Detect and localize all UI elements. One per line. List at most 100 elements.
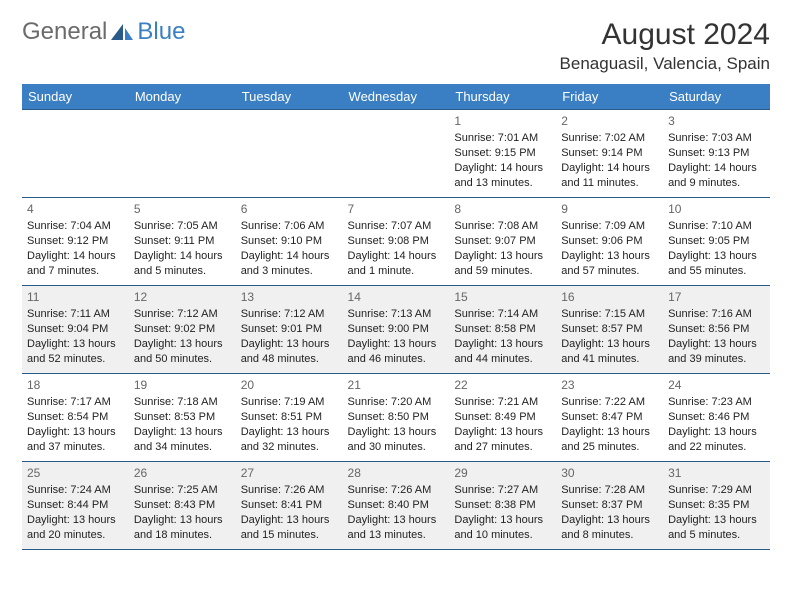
calendar-cell: [343, 110, 450, 198]
daylight-line: Daylight: 14 hours and 9 minutes.: [668, 161, 765, 191]
sunset-line: Sunset: 8:40 PM: [348, 498, 445, 513]
calendar-cell: 7Sunrise: 7:07 AMSunset: 9:08 PMDaylight…: [343, 198, 450, 286]
logo-text-general: General: [22, 18, 107, 46]
header: General Blue August 2024 Benaguasil, Val…: [22, 18, 770, 74]
sunrise-line: Sunrise: 7:06 AM: [241, 219, 338, 234]
calendar-cell: 21Sunrise: 7:20 AMSunset: 8:50 PMDayligh…: [343, 374, 450, 462]
sunset-line: Sunset: 8:46 PM: [668, 410, 765, 425]
day-number: 17: [668, 289, 765, 305]
daylight-line: Daylight: 13 hours and 48 minutes.: [241, 337, 338, 367]
daylight-line: Daylight: 13 hours and 25 minutes.: [561, 425, 658, 455]
daylight-line: Daylight: 13 hours and 39 minutes.: [668, 337, 765, 367]
calendar-head: SundayMondayTuesdayWednesdayThursdayFrid…: [22, 84, 770, 110]
day-number: 13: [241, 289, 338, 305]
sunrise-line: Sunrise: 7:07 AM: [348, 219, 445, 234]
sunrise-line: Sunrise: 7:11 AM: [27, 307, 124, 322]
sunset-line: Sunset: 9:02 PM: [134, 322, 231, 337]
daylight-line: Daylight: 13 hours and 57 minutes.: [561, 249, 658, 279]
sunset-line: Sunset: 9:01 PM: [241, 322, 338, 337]
sunrise-line: Sunrise: 7:03 AM: [668, 131, 765, 146]
weekday-header: Thursday: [449, 84, 556, 110]
daylight-line: Daylight: 14 hours and 7 minutes.: [27, 249, 124, 279]
daylight-line: Daylight: 13 hours and 15 minutes.: [241, 513, 338, 543]
calendar-cell: 24Sunrise: 7:23 AMSunset: 8:46 PMDayligh…: [663, 374, 770, 462]
day-number: 29: [454, 465, 551, 481]
sunrise-line: Sunrise: 7:12 AM: [241, 307, 338, 322]
daylight-line: Daylight: 13 hours and 34 minutes.: [134, 425, 231, 455]
sunrise-line: Sunrise: 7:27 AM: [454, 483, 551, 498]
sunset-line: Sunset: 8:38 PM: [454, 498, 551, 513]
calendar-cell: [236, 110, 343, 198]
day-number: 11: [27, 289, 124, 305]
weekday-header: Friday: [556, 84, 663, 110]
sunset-line: Sunset: 8:35 PM: [668, 498, 765, 513]
calendar-cell: 5Sunrise: 7:05 AMSunset: 9:11 PMDaylight…: [129, 198, 236, 286]
daylight-line: Daylight: 13 hours and 27 minutes.: [454, 425, 551, 455]
daylight-line: Daylight: 13 hours and 50 minutes.: [134, 337, 231, 367]
sunrise-line: Sunrise: 7:18 AM: [134, 395, 231, 410]
sunrise-line: Sunrise: 7:25 AM: [134, 483, 231, 498]
day-number: 21: [348, 377, 445, 393]
calendar-cell: 3Sunrise: 7:03 AMSunset: 9:13 PMDaylight…: [663, 110, 770, 198]
sunset-line: Sunset: 8:47 PM: [561, 410, 658, 425]
calendar-cell: 27Sunrise: 7:26 AMSunset: 8:41 PMDayligh…: [236, 462, 343, 550]
daylight-line: Daylight: 13 hours and 32 minutes.: [241, 425, 338, 455]
calendar-cell: 1Sunrise: 7:01 AMSunset: 9:15 PMDaylight…: [449, 110, 556, 198]
day-number: 7: [348, 201, 445, 217]
day-number: 5: [134, 201, 231, 217]
day-number: 4: [27, 201, 124, 217]
sunrise-line: Sunrise: 7:19 AM: [241, 395, 338, 410]
calendar-cell: 16Sunrise: 7:15 AMSunset: 8:57 PMDayligh…: [556, 286, 663, 374]
calendar-cell: 25Sunrise: 7:24 AMSunset: 8:44 PMDayligh…: [22, 462, 129, 550]
sunrise-line: Sunrise: 7:16 AM: [668, 307, 765, 322]
day-number: 15: [454, 289, 551, 305]
sunrise-line: Sunrise: 7:08 AM: [454, 219, 551, 234]
sunset-line: Sunset: 8:41 PM: [241, 498, 338, 513]
day-number: 30: [561, 465, 658, 481]
weekday-header: Sunday: [22, 84, 129, 110]
calendar-cell: 30Sunrise: 7:28 AMSunset: 8:37 PMDayligh…: [556, 462, 663, 550]
sunrise-line: Sunrise: 7:13 AM: [348, 307, 445, 322]
calendar-row: 1Sunrise: 7:01 AMSunset: 9:15 PMDaylight…: [22, 110, 770, 198]
calendar-row: 25Sunrise: 7:24 AMSunset: 8:44 PMDayligh…: [22, 462, 770, 550]
sunset-line: Sunset: 8:44 PM: [27, 498, 124, 513]
day-number: 26: [134, 465, 231, 481]
calendar-cell: 11Sunrise: 7:11 AMSunset: 9:04 PMDayligh…: [22, 286, 129, 374]
sunset-line: Sunset: 8:51 PM: [241, 410, 338, 425]
day-number: 25: [27, 465, 124, 481]
logo: General Blue: [22, 18, 185, 46]
sunset-line: Sunset: 9:08 PM: [348, 234, 445, 249]
calendar-cell: 4Sunrise: 7:04 AMSunset: 9:12 PMDaylight…: [22, 198, 129, 286]
sunset-line: Sunset: 8:37 PM: [561, 498, 658, 513]
calendar-cell: 22Sunrise: 7:21 AMSunset: 8:49 PMDayligh…: [449, 374, 556, 462]
sunrise-line: Sunrise: 7:29 AM: [668, 483, 765, 498]
sunrise-line: Sunrise: 7:17 AM: [27, 395, 124, 410]
calendar-cell: [22, 110, 129, 198]
day-number: 20: [241, 377, 338, 393]
daylight-line: Daylight: 13 hours and 5 minutes.: [668, 513, 765, 543]
sunrise-line: Sunrise: 7:02 AM: [561, 131, 658, 146]
day-number: 16: [561, 289, 658, 305]
day-number: 19: [134, 377, 231, 393]
day-number: 28: [348, 465, 445, 481]
sunset-line: Sunset: 8:49 PM: [454, 410, 551, 425]
daylight-line: Daylight: 13 hours and 30 minutes.: [348, 425, 445, 455]
sunset-line: Sunset: 8:50 PM: [348, 410, 445, 425]
sunrise-line: Sunrise: 7:21 AM: [454, 395, 551, 410]
daylight-line: Daylight: 13 hours and 20 minutes.: [27, 513, 124, 543]
daylight-line: Daylight: 13 hours and 41 minutes.: [561, 337, 658, 367]
sunset-line: Sunset: 9:06 PM: [561, 234, 658, 249]
title-block: August 2024 Benaguasil, Valencia, Spain: [560, 18, 770, 74]
calendar-cell: 29Sunrise: 7:27 AMSunset: 8:38 PMDayligh…: [449, 462, 556, 550]
sunset-line: Sunset: 8:53 PM: [134, 410, 231, 425]
day-number: 24: [668, 377, 765, 393]
daylight-line: Daylight: 14 hours and 3 minutes.: [241, 249, 338, 279]
weekday-header: Wednesday: [343, 84, 450, 110]
location: Benaguasil, Valencia, Spain: [560, 54, 770, 74]
calendar-cell: 9Sunrise: 7:09 AMSunset: 9:06 PMDaylight…: [556, 198, 663, 286]
daylight-line: Daylight: 14 hours and 5 minutes.: [134, 249, 231, 279]
calendar-cell: 10Sunrise: 7:10 AMSunset: 9:05 PMDayligh…: [663, 198, 770, 286]
calendar-cell: 28Sunrise: 7:26 AMSunset: 8:40 PMDayligh…: [343, 462, 450, 550]
day-number: 8: [454, 201, 551, 217]
calendar-cell: 20 Sunrise: 7:19 AMSunset: 8:51 PMDayligh…: [236, 374, 343, 462]
